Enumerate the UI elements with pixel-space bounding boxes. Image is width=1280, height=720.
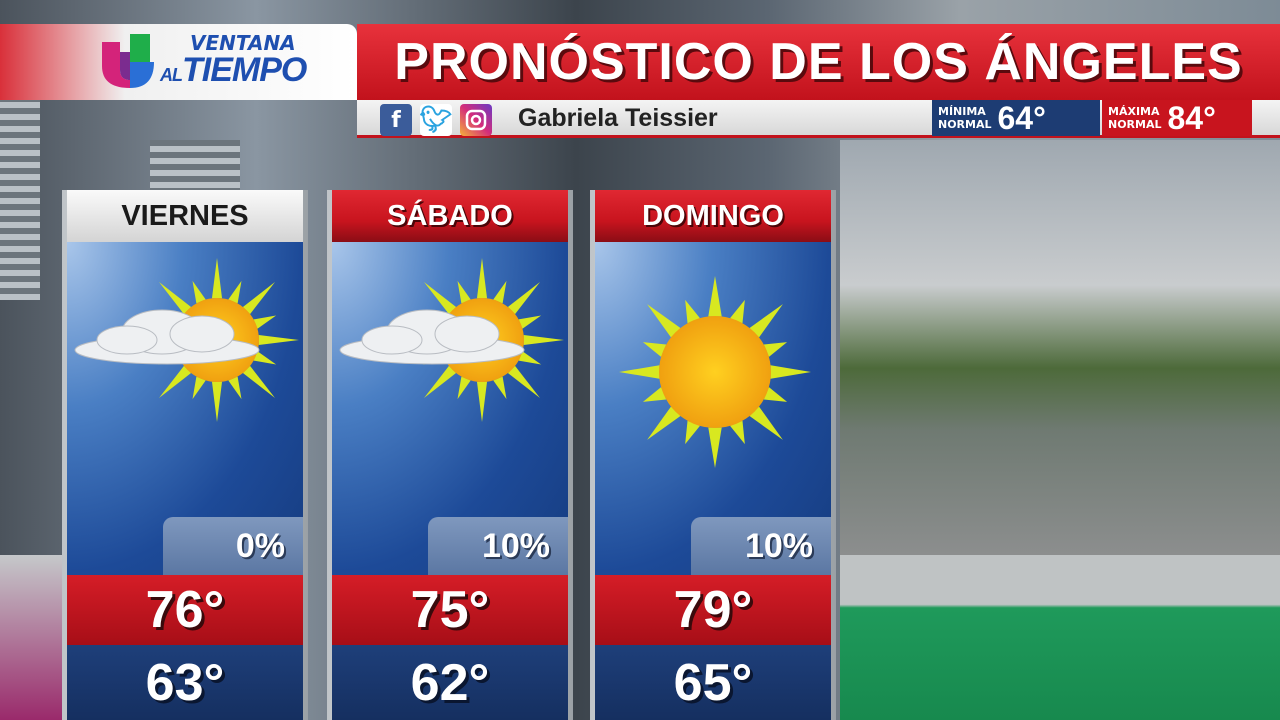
condition-panel: 10% [595, 242, 831, 575]
twitter-icon: 🐦︎ [419, 104, 453, 136]
facebook-icon: f [380, 104, 412, 136]
univision-logo [102, 34, 154, 88]
condition-panel: 10% [332, 242, 568, 575]
presenter-name: Gabriela Teissier [518, 104, 718, 132]
social-icons: f 🐦︎ [380, 104, 492, 136]
low-temp: 65° [595, 645, 831, 720]
normal-max-value: 84° [1167, 99, 1216, 136]
low-temp: 63° [67, 645, 303, 720]
page-title: PRONÓSTICO DE LOS ÁNGELES [394, 33, 1243, 91]
normal-min-box: MÍNIMA NORMAL 64° [932, 100, 1100, 136]
title-bar: PRONÓSTICO DE LOS ÁNGELES [357, 24, 1280, 100]
instagram-icon [460, 104, 492, 136]
background-freeway-photo [840, 140, 1280, 555]
high-temp: 79° [595, 575, 831, 645]
background-building [0, 100, 40, 300]
normal-min-value: 64° [997, 99, 1046, 136]
forecast-card-0: VIERNES 0% 76° 63° [62, 190, 308, 720]
background-studio-floor [840, 555, 1280, 720]
day-label: SÁBADO [332, 190, 568, 242]
high-temp: 76° [67, 575, 303, 645]
day-label: VIERNES [67, 190, 303, 242]
normal-max-box: MÁXIMA NORMAL 84° [1102, 100, 1252, 136]
forecast-card-1: SÁBADO 10% 75° 62° [327, 190, 573, 720]
day-label: DOMINGO [595, 190, 831, 242]
background-studio-floor [0, 555, 65, 720]
condition-panel: 0% [67, 242, 303, 575]
partly-cloudy-icon [339, 258, 564, 422]
sunny-icon [619, 276, 811, 468]
low-temp: 62° [332, 645, 568, 720]
precip-chance: 10% [428, 517, 568, 575]
partly-cloudy-icon [74, 258, 299, 422]
forecast-card-2: DOMINGO 10% 79° 65° [590, 190, 836, 720]
logo-text: VENTANA ALTIEMPO [160, 31, 307, 89]
high-temp: 75° [332, 575, 568, 645]
precip-chance: 10% [691, 517, 831, 575]
precip-chance: 0% [163, 517, 303, 575]
logo-area [0, 24, 357, 100]
